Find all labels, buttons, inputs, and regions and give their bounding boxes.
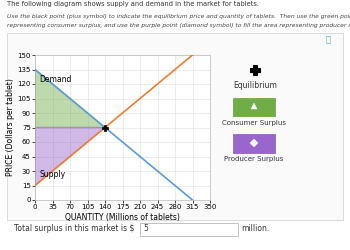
- Text: ❓: ❓: [326, 35, 330, 44]
- Text: 5: 5: [144, 224, 148, 233]
- Text: Total surplus in this market is $: Total surplus in this market is $: [14, 224, 134, 233]
- Text: Producer Surplus: Producer Surplus: [224, 156, 284, 162]
- Text: Equilibrium: Equilibrium: [233, 81, 277, 90]
- FancyBboxPatch shape: [232, 133, 276, 154]
- FancyBboxPatch shape: [232, 97, 276, 117]
- Text: The following diagram shows supply and demand in the market for tablets.: The following diagram shows supply and d…: [7, 1, 259, 7]
- Text: Use the black point (plus symbol) to indicate the equilibrium price and quantity: Use the black point (plus symbol) to ind…: [7, 14, 350, 19]
- Text: representing consumer surplus, and use the purple point (diamond symbol) to fill: representing consumer surplus, and use t…: [7, 22, 350, 28]
- Text: Supply: Supply: [39, 170, 65, 179]
- Polygon shape: [35, 70, 105, 128]
- Text: Demand: Demand: [39, 75, 71, 84]
- X-axis label: QUANTITY (Millions of tablets): QUANTITY (Millions of tablets): [65, 213, 180, 222]
- Text: Consumer Surplus: Consumer Surplus: [222, 120, 286, 126]
- Polygon shape: [35, 128, 105, 186]
- Text: million.: million.: [241, 224, 270, 233]
- Y-axis label: PRICE (Dollars per tablet): PRICE (Dollars per tablet): [6, 78, 15, 176]
